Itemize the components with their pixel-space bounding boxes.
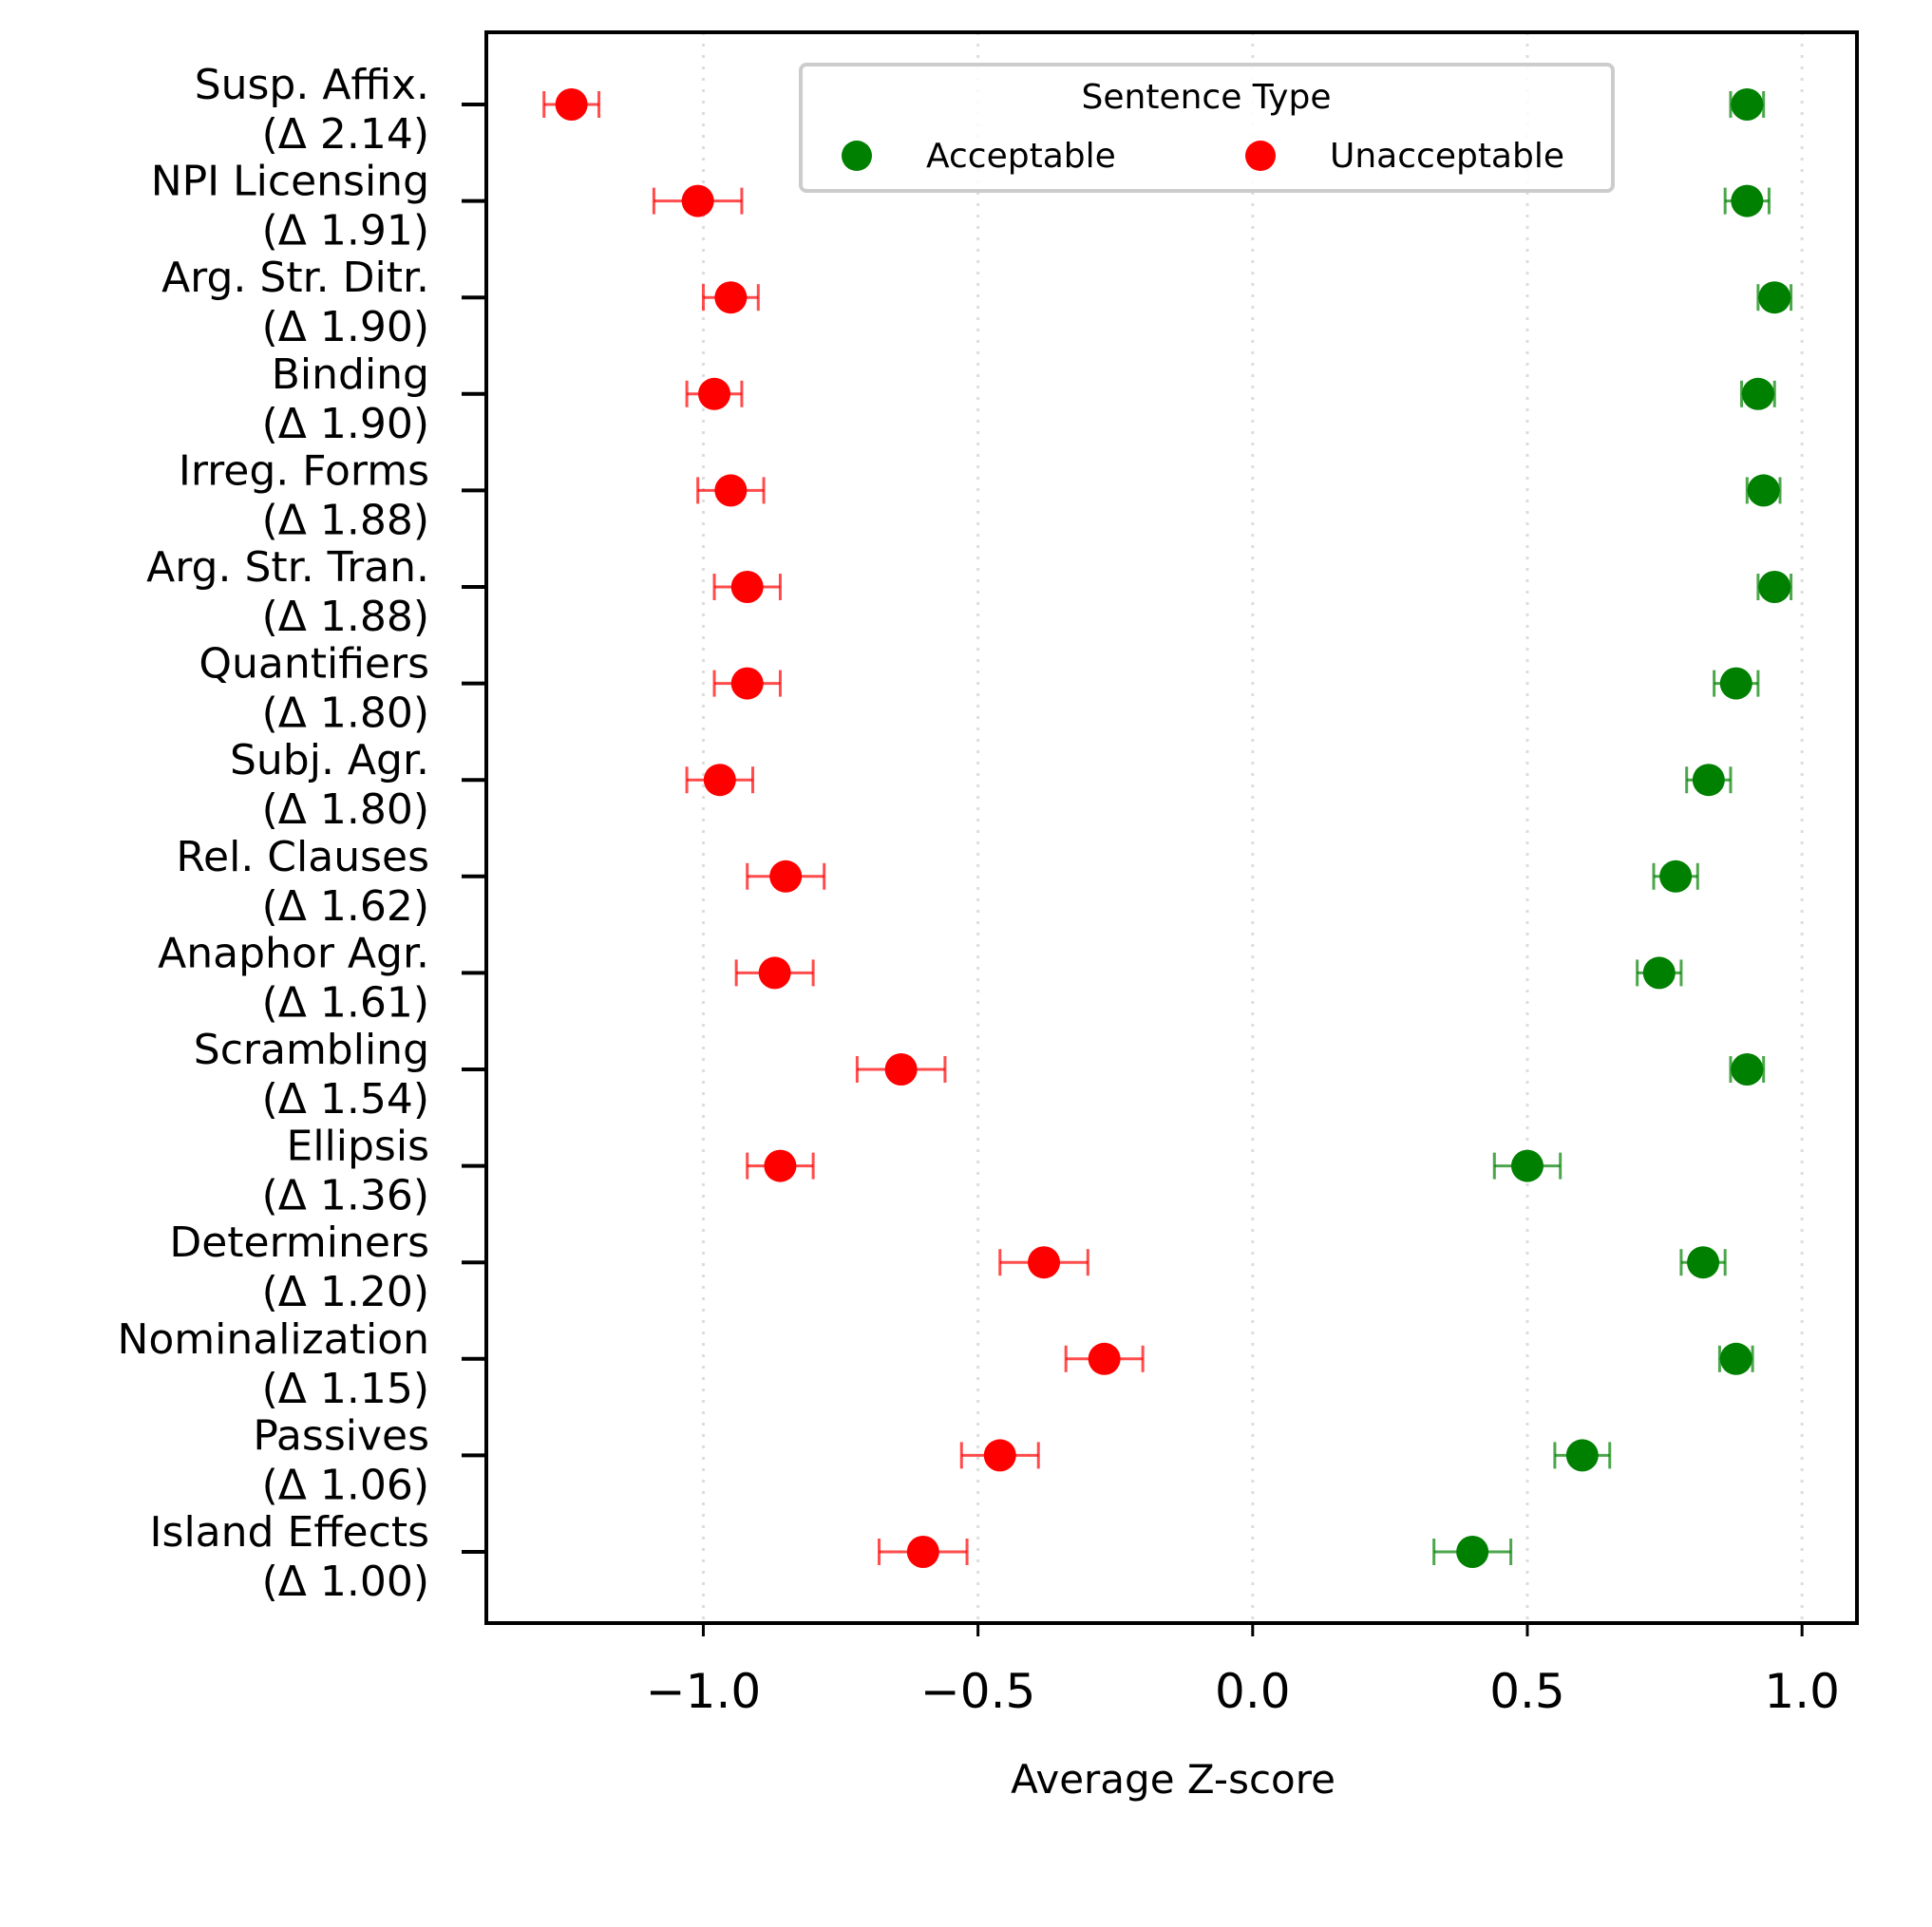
category-label: Susp. Affix. (195, 61, 429, 109)
data-point (555, 88, 588, 121)
delta-label: (Δ 1.80) (262, 785, 429, 834)
data-point (884, 1053, 918, 1086)
delta-label: (Δ 1.88) (262, 593, 429, 641)
data-point (1659, 860, 1693, 893)
data-point (1456, 1536, 1489, 1568)
data-point (1741, 377, 1774, 410)
data-point (1028, 1246, 1061, 1279)
category-label: Quantifiers (199, 640, 429, 689)
legend: Sentence Type Acceptable Unacceptable (799, 63, 1615, 193)
category-label: NPI Licensing (151, 158, 429, 206)
data-points (555, 88, 1791, 1568)
category-label: Irreg. Forms (179, 446, 429, 495)
data-point (1510, 1149, 1544, 1182)
grid-lines (701, 32, 1804, 1623)
category-label: Rel. Clauses (176, 833, 429, 881)
category-label: Scrambling (194, 1026, 429, 1074)
delta-label: (Δ 1.90) (262, 303, 429, 351)
delta-label: (Δ 1.00) (262, 1558, 429, 1606)
category-label: Arg. Str. Ditr. (161, 254, 429, 302)
y-axis-ticks: Susp. Affix.(Δ 2.14)NPI Licensing(Δ 1.91… (117, 61, 486, 1606)
data-point (764, 1149, 797, 1182)
data-point (983, 1439, 1016, 1472)
legend-label-unacceptable: Unacceptable (1330, 137, 1564, 176)
plot-frame (484, 30, 1859, 1625)
data-point (1731, 1053, 1764, 1086)
legend-marker-acceptable (842, 141, 872, 171)
delta-label: (Δ 1.91) (262, 207, 429, 255)
data-point (1758, 281, 1791, 314)
delta-label: (Δ 1.88) (262, 496, 429, 544)
delta-label: (Δ 1.15) (262, 1365, 429, 1413)
legend-marker-unacceptable (1245, 141, 1276, 171)
data-point (1687, 1246, 1720, 1279)
category-label: Determiners (169, 1219, 429, 1267)
delta-label: (Δ 2.14) (262, 110, 429, 159)
category-label: Passives (253, 1411, 429, 1460)
x-tick-label: 0.0 (1215, 1664, 1291, 1719)
data-point (714, 474, 748, 507)
delta-label: (Δ 1.20) (262, 1268, 429, 1316)
data-point (1719, 667, 1752, 700)
data-point (1088, 1342, 1121, 1375)
delta-label: (Δ 1.90) (262, 400, 429, 448)
category-label: Anaphor Agr. (158, 929, 429, 977)
data-point (769, 860, 803, 893)
delta-label: (Δ 1.80) (262, 690, 429, 738)
data-point (1731, 88, 1764, 121)
data-point (758, 956, 791, 990)
data-point (730, 571, 764, 603)
legend-label-acceptable: Acceptable (926, 137, 1116, 176)
x-axis-title: Average Z-score (1011, 1756, 1335, 1803)
x-tick-label: −1.0 (646, 1664, 761, 1719)
category-label: Ellipsis (287, 1123, 429, 1171)
data-point (681, 184, 714, 217)
category-label: Island Effects (150, 1508, 429, 1557)
x-tick-label: 0.5 (1489, 1664, 1565, 1719)
delta-label: (Δ 1.62) (262, 882, 429, 931)
data-point (698, 377, 731, 410)
data-point (1642, 956, 1676, 990)
legend-box (799, 63, 1615, 193)
category-label: Binding (272, 350, 429, 399)
delta-label: (Δ 1.61) (262, 978, 429, 1027)
data-point (1747, 474, 1780, 507)
x-tick-label: −0.5 (920, 1664, 1035, 1719)
legend-title: Sentence Type (1082, 78, 1332, 117)
x-axis-ticks: −1.0 −0.5 0.0 0.5 1.0 (646, 1623, 1840, 1719)
data-point (1758, 571, 1791, 603)
delta-label: (Δ 1.36) (262, 1172, 429, 1220)
data-point (1565, 1439, 1599, 1472)
delta-label: (Δ 1.54) (262, 1075, 429, 1124)
data-point (1731, 184, 1764, 217)
category-label: Subj. Agr. (230, 736, 429, 784)
data-point (1692, 764, 1725, 797)
delta-label: (Δ 1.06) (262, 1461, 429, 1509)
data-point (1719, 1342, 1752, 1375)
data-point (906, 1536, 939, 1568)
category-label: Arg. Str. Tran. (146, 543, 429, 592)
x-tick-label: 1.0 (1764, 1664, 1840, 1719)
data-point (730, 667, 764, 700)
data-point (714, 281, 748, 314)
category-label: Nominalization (117, 1315, 429, 1364)
data-point (703, 764, 736, 797)
